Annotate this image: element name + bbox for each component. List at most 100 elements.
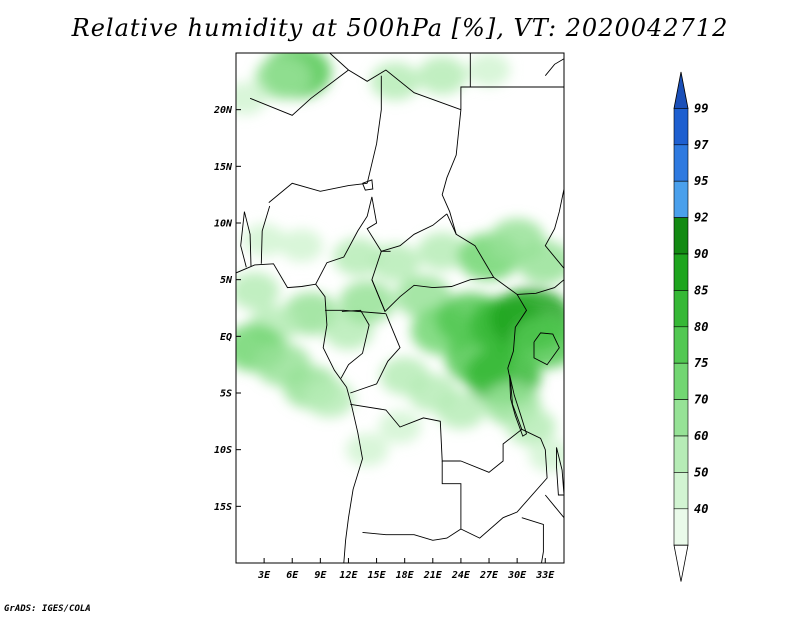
lat-tick-label: 15N	[214, 162, 233, 173]
border-niger-algeria	[249, 69, 349, 116]
lon-tick-label: 15E	[368, 570, 387, 581]
colorbar-top-arrow	[673, 71, 689, 109]
colorbar-segment	[673, 472, 689, 510]
map-title: Relative humidity at 500hPa [%], VT: 202…	[71, 14, 729, 42]
border-car-sudan	[446, 213, 495, 278]
lat-tick-label: 10S	[214, 445, 232, 456]
humidity-blob	[254, 56, 311, 100]
humidity-blob	[417, 232, 467, 271]
border-car-congo	[371, 276, 494, 313]
colorbar-segment	[673, 253, 689, 291]
humidity-blob	[510, 315, 564, 369]
colorbar-label: 99	[694, 101, 708, 115]
border-zambia-east	[460, 428, 548, 539]
border-congo-drc	[350, 313, 401, 394]
border-south-sudan-uganda	[517, 279, 564, 295]
humidity-blob	[333, 238, 383, 276]
humidity-blob	[370, 243, 421, 282]
border-angola-zambia	[362, 461, 462, 541]
humidity-blob	[370, 62, 421, 101]
humidity-blob	[305, 379, 355, 418]
lat-tick-label: 5S	[220, 389, 232, 400]
colorbar-segment	[673, 362, 689, 400]
lon-tick-label: 12E	[339, 570, 358, 581]
humidity-blob	[436, 391, 486, 429]
border-nigeria-cameroon	[315, 196, 373, 285]
border-lake-tanganyika	[509, 374, 528, 437]
border-car-chad	[381, 213, 448, 252]
colorbar-segment	[673, 435, 689, 473]
border-libya-west	[329, 53, 462, 111]
border-malawi-moz	[544, 494, 564, 519]
colorbar-label: 50	[694, 465, 708, 479]
colorbar: 99 97 95 92 90 85 80 75 70 60 50 40	[673, 71, 709, 582]
colorbar-label: 80	[694, 320, 708, 334]
latitude-axis: 20N 15N 10N 5N EQ 5S 10S 15S	[213, 105, 241, 513]
colorbar-segment	[673, 508, 689, 546]
colorbar-label: 97	[694, 138, 709, 152]
colorbar-label: 90	[694, 247, 708, 261]
border-gabon-congo	[340, 309, 370, 379]
colorbar-label: 92	[694, 211, 708, 225]
colorbar-segment	[673, 326, 689, 364]
lon-tick-label: 24E	[451, 570, 471, 581]
humidity-blob	[339, 280, 396, 324]
colorbar-label: 85	[694, 283, 708, 297]
lon-tick-label: 18E	[396, 570, 415, 581]
colorbar-label: 60	[694, 429, 708, 443]
colorbar-label: 70	[694, 393, 708, 407]
border-nile-red-sea	[544, 58, 564, 76]
colorbar-segment	[673, 108, 689, 146]
border-lake-victoria	[533, 332, 560, 366]
colorbar-label: 95	[694, 174, 708, 188]
humidity-blob	[236, 272, 280, 310]
humidity-blob	[528, 438, 564, 472]
humidity-blob	[506, 408, 556, 446]
lon-tick-label: 27E	[479, 570, 499, 581]
colorbar-segment	[673, 180, 689, 218]
border-lake-chad	[362, 179, 374, 191]
border-cameroon-chad	[366, 196, 391, 252]
border-togo-ghana	[240, 211, 247, 268]
lon-tick-label: 9E	[314, 570, 327, 581]
colorbar-label: 75	[694, 356, 708, 370]
lon-tick-label: 30E	[507, 570, 527, 581]
humidity-blob	[242, 223, 286, 257]
lat-tick-label: 20N	[213, 105, 233, 116]
country-borders	[236, 53, 564, 563]
lon-tick-label: 3E	[257, 570, 271, 581]
lat-tick-label: 15S	[214, 502, 232, 513]
lon-tick-label: 33E	[535, 570, 555, 581]
border-benin-togo	[243, 211, 252, 267]
border-chad-niger	[366, 75, 382, 184]
humidity-blob	[236, 81, 267, 115]
humidity-blob	[345, 433, 389, 467]
colorbar-bottom-arrow	[673, 544, 689, 582]
humidity-blob	[417, 56, 467, 95]
colorbar-segment	[673, 217, 689, 255]
colorbar-label: 40	[694, 502, 708, 516]
colorbar-segment	[673, 290, 689, 328]
border-sudan-ethiopia	[544, 188, 564, 269]
lon-tick-label: 6E	[286, 570, 299, 581]
credit-label: GrADS: IGES/COLA	[4, 604, 91, 614]
map-frame	[235, 52, 565, 564]
border-niger-nigeria	[268, 182, 368, 203]
humidity-field	[236, 53, 564, 472]
lat-tick-label: EQ	[220, 332, 232, 343]
border-chad-sudan	[441, 109, 462, 235]
humidity-blob	[467, 53, 511, 87]
humidity-blob	[517, 241, 564, 285]
border-drc-east	[460, 277, 528, 473]
border-zimbabwe-moz	[521, 517, 544, 563]
border-benin-nigeria	[260, 205, 271, 264]
border-lake-malawi	[556, 447, 564, 496]
border-coast	[236, 263, 363, 563]
colorbar-segment	[673, 399, 689, 437]
border-egypt-sudan	[460, 86, 564, 110]
border-cameroon-car	[371, 251, 386, 312]
longitude-axis: 3E 6E 9E 12E 15E 18E 21E 24E 27E 30E 33E	[257, 558, 555, 581]
lat-tick-label: 5N	[220, 275, 233, 286]
lat-tick-label: 10N	[214, 219, 233, 230]
